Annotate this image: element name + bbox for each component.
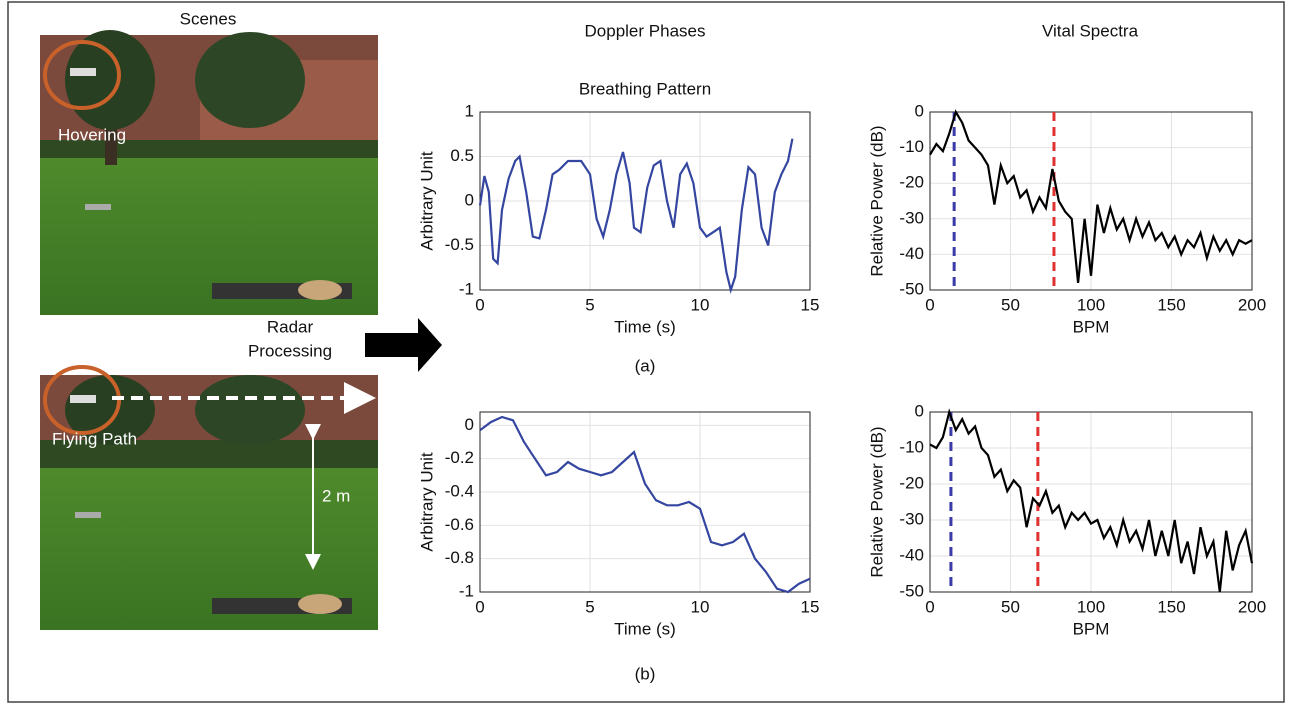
- y-tick-label: 0: [465, 190, 474, 209]
- y-tick-label: -50: [899, 581, 924, 600]
- x-tick-label: 100: [1077, 597, 1105, 616]
- y-tick-label: 0: [915, 101, 924, 120]
- frame: [7, 1, 1285, 703]
- y-tick-label: -30: [899, 509, 924, 528]
- y-tick-label: -20: [899, 473, 924, 492]
- y-tick-label: -0.6: [445, 515, 474, 534]
- y-tick-label: -0.8: [445, 548, 474, 567]
- x-tick-label: 50: [1001, 295, 1020, 314]
- arrow: [365, 318, 442, 372]
- x-tick-label: 150: [1157, 295, 1185, 314]
- panel-label: (a): [635, 356, 656, 375]
- y-tick-label: -0.2: [445, 448, 474, 467]
- y-tick-label: 0: [465, 415, 474, 434]
- y-tick-label: -0.5: [445, 235, 474, 254]
- x-tick-label: 15: [801, 597, 820, 616]
- photo-label: 2 m: [322, 486, 350, 505]
- x-axis-label: BPM: [1073, 619, 1110, 638]
- plot-frame: [929, 411, 1253, 593]
- y-tick-label: -50: [899, 279, 924, 298]
- data-line: [929, 109, 1253, 284]
- x-tick-label: 5: [585, 597, 594, 616]
- x-tick-label: 0: [925, 597, 934, 616]
- data-line: [929, 408, 1254, 593]
- y-tick-label: -0.4: [445, 481, 474, 500]
- data-line: [479, 415, 811, 594]
- x-tick-label: 10: [691, 295, 710, 314]
- x-tick-label: 200: [1238, 295, 1266, 314]
- y-tick-label: -40: [899, 244, 924, 263]
- x-axis-label: Time (s): [614, 317, 676, 336]
- y-tick-label: -20: [899, 173, 924, 192]
- process-label: Radar: [267, 317, 314, 336]
- photo-flying: [40, 365, 378, 630]
- photo-label: Flying Path: [52, 429, 137, 448]
- y-tick-label: 1: [465, 101, 474, 120]
- x-tick-label: 100: [1077, 295, 1105, 314]
- y-axis-label: Arbitrary Unit: [417, 452, 436, 551]
- y-tick-label: -10: [899, 437, 924, 456]
- y-axis-label: Relative Power (dB): [867, 125, 886, 276]
- x-tick-label: 15: [801, 295, 820, 314]
- x-tick-label: 0: [475, 597, 484, 616]
- panel-title: Scenes: [180, 9, 237, 28]
- panel-title: Doppler Phases: [585, 21, 706, 40]
- x-axis-label: BPM: [1073, 317, 1110, 336]
- x-tick-label: 0: [475, 295, 484, 314]
- y-tick-label: -1: [459, 581, 474, 600]
- y-tick-label: -10: [899, 137, 924, 156]
- panel-title: Vital Spectra: [1042, 21, 1139, 40]
- plot-area: [480, 412, 810, 592]
- x-tick-label: 50: [1001, 597, 1020, 616]
- x-tick-label: 150: [1157, 597, 1185, 616]
- chart-title: Breathing Pattern: [579, 79, 711, 98]
- y-tick-label: -1: [459, 279, 474, 298]
- y-axis-label: Relative Power (dB): [867, 426, 886, 577]
- x-tick-label: 10: [691, 597, 710, 616]
- x-tick-label: 200: [1238, 597, 1266, 616]
- plot-frame: [929, 111, 1253, 291]
- x-axis-label: Time (s): [614, 619, 676, 638]
- x-tick-label: 0: [925, 295, 934, 314]
- x-tick-label: 5: [585, 295, 594, 314]
- plot-frame: [479, 411, 811, 593]
- process-label: Processing: [248, 341, 332, 360]
- y-tick-label: -40: [899, 545, 924, 564]
- y-tick-label: 0.5: [450, 146, 474, 165]
- photo-hovering: [40, 30, 378, 315]
- y-axis-label: Arbitrary Unit: [417, 151, 436, 250]
- y-tick-label: -30: [899, 208, 924, 227]
- panel-label: (b): [635, 664, 656, 683]
- data-line: [478, 138, 794, 294]
- y-tick-label: 0: [915, 401, 924, 420]
- photo-label: Hovering: [58, 125, 126, 144]
